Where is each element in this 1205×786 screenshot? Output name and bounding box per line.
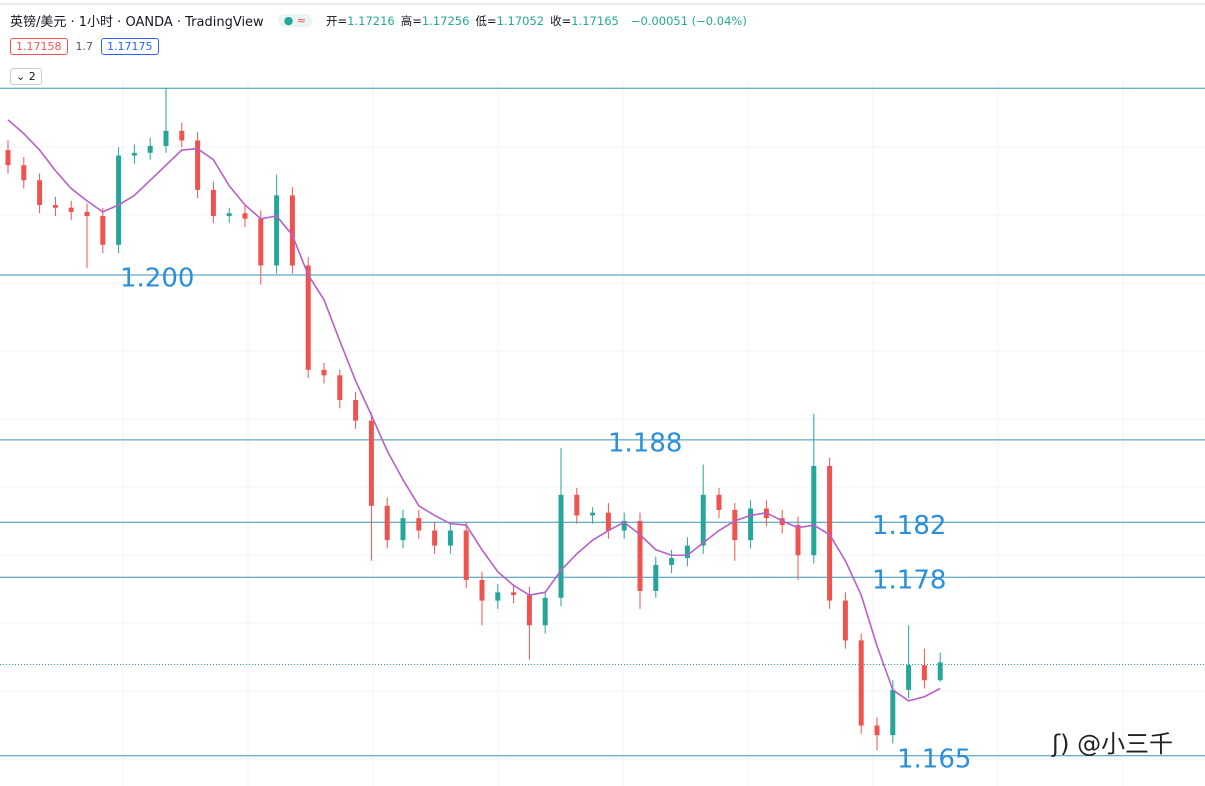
level-label: 1.178 [872, 566, 946, 596]
change: −0.00051 (−0.04%) [630, 13, 747, 28]
candle-body [811, 465, 817, 556]
bid[interactable]: 1.17158 [10, 38, 68, 55]
level-label: 1.165 [897, 744, 971, 774]
spread: 1.7 [75, 40, 94, 53]
candle-body [5, 150, 11, 166]
candle-body [684, 545, 690, 558]
ohlc-label: 高= [400, 13, 422, 28]
candle-body [842, 600, 848, 641]
candle-body [463, 530, 469, 580]
watermark: ʃ) @小三千 [1052, 730, 1174, 758]
symbol[interactable]: 英镑/美元 · 1小时 · OANDA · TradingView [10, 15, 264, 30]
indicator-row: ⌄ 2 [10, 68, 42, 85]
candle-body [131, 152, 137, 156]
quote-row: 1.17158 1.7 1.17175 [10, 38, 159, 55]
ohlc-value: 1.17165 [571, 13, 619, 28]
candle-body [732, 509, 738, 541]
candle-body [447, 530, 453, 546]
moving-average [7, 119, 941, 702]
candle-body [210, 189, 216, 216]
candle-body [653, 564, 659, 591]
candle-body [179, 130, 185, 141]
level-label: 1.200 [120, 264, 194, 294]
candle-body [416, 518, 422, 531]
ohlc-label: 开= [326, 13, 348, 28]
ohlc-value: 1.17256 [421, 13, 470, 28]
candle-body [605, 512, 611, 531]
candle-body [337, 375, 343, 401]
status-pill[interactable]: ● ≈ [277, 14, 313, 27]
candle-body [716, 494, 722, 510]
candle-body [195, 140, 201, 190]
candle-body [621, 520, 627, 531]
candle-body [921, 665, 927, 681]
candle-body [526, 595, 532, 626]
ohlc-label: 收= [550, 13, 572, 28]
candle-body [432, 530, 438, 546]
candle-body [495, 592, 501, 601]
candle-body [289, 195, 295, 266]
candle-body [574, 494, 580, 516]
candle-body [116, 155, 122, 245]
candle-body [906, 665, 912, 690]
candle-body [748, 508, 754, 541]
ohlc-value: 1.17052 [496, 13, 545, 28]
candle-body [637, 520, 643, 591]
candle-body [700, 494, 706, 546]
indicator-count: 2 [28, 70, 36, 83]
candle-body [68, 207, 74, 212]
candle-body [21, 165, 27, 181]
candle-body [84, 211, 90, 216]
candle-body [590, 512, 596, 516]
watermark-text: @小三千 [1077, 730, 1174, 758]
candle-body [52, 204, 58, 208]
candle-body [890, 689, 896, 736]
candle-body [37, 180, 43, 205]
candle-body [163, 130, 169, 146]
header-row: 英镑/美元 · 1小时 · OANDA · TradingView ● ≈ 开=… [10, 11, 747, 31]
candle-body [542, 597, 548, 626]
ohlc-label: 低= [475, 13, 497, 28]
candle-body [669, 557, 675, 565]
candle-body [874, 725, 880, 736]
candle-body [558, 494, 564, 598]
ohlc-values: 开=1.17216 高=1.17256 低=1.17052 收=1.17165 [326, 13, 625, 29]
level-label: 1.188 [608, 428, 682, 458]
candle-body [147, 145, 153, 153]
candle-body [258, 218, 264, 266]
candle-body [400, 518, 406, 541]
candle-body [827, 465, 833, 601]
candle-body [353, 400, 359, 421]
candle-body [479, 579, 485, 601]
ohlc-value: 1.17216 [347, 13, 395, 28]
candle-body [858, 640, 864, 726]
candle-body [274, 195, 280, 266]
candle-body [384, 505, 390, 541]
candle-body [305, 265, 311, 370]
candle-body [937, 662, 943, 681]
level-label: 1.182 [872, 511, 946, 541]
candle-body [795, 525, 801, 556]
candle-body [100, 215, 106, 245]
candle-body [242, 213, 248, 219]
indicator-toggle[interactable]: ⌄ 2 [10, 68, 42, 85]
candle-body [321, 369, 327, 376]
candle-body [511, 592, 517, 596]
candle-body [368, 420, 374, 506]
ask[interactable]: 1.17175 [101, 38, 159, 55]
candle-body [226, 213, 232, 216]
